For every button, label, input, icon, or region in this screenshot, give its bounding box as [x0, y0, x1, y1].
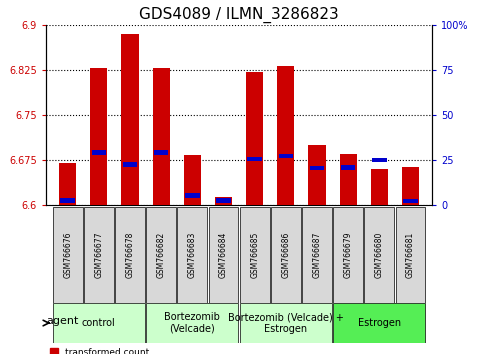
Text: GSM766683: GSM766683	[188, 232, 197, 278]
Bar	[153, 68, 170, 205]
Bar	[341, 165, 355, 170]
Title: GDS4089 / ILMN_3286823: GDS4089 / ILMN_3286823	[139, 7, 339, 23]
Bar	[121, 34, 139, 205]
Text: GSM766686: GSM766686	[281, 232, 290, 278]
Text: GSM766685: GSM766685	[250, 232, 259, 278]
Text: GSM766679: GSM766679	[343, 232, 353, 278]
FancyBboxPatch shape	[115, 207, 145, 303]
Text: GSM766684: GSM766684	[219, 232, 228, 278]
Bar	[154, 150, 169, 155]
FancyBboxPatch shape	[146, 207, 176, 303]
Bar	[371, 169, 388, 205]
Bar	[246, 72, 263, 205]
Bar	[372, 158, 386, 162]
Bar	[123, 162, 137, 167]
Bar	[215, 197, 232, 205]
Bar	[340, 154, 357, 205]
Text: Estrogen: Estrogen	[358, 318, 401, 328]
Text: Bortezomib (Velcade) +
Estrogen: Bortezomib (Velcade) + Estrogen	[228, 312, 344, 334]
Text: GSM766682: GSM766682	[156, 232, 166, 278]
FancyBboxPatch shape	[240, 207, 270, 303]
Bar	[279, 154, 293, 158]
FancyBboxPatch shape	[240, 303, 332, 343]
Text: agent: agent	[46, 316, 79, 326]
Text: GSM766680: GSM766680	[375, 232, 384, 278]
Text: GSM766677: GSM766677	[94, 232, 103, 278]
FancyBboxPatch shape	[209, 207, 239, 303]
Bar	[59, 162, 76, 205]
FancyBboxPatch shape	[53, 303, 145, 343]
FancyBboxPatch shape	[177, 207, 207, 303]
Bar	[90, 68, 107, 205]
Bar	[60, 198, 75, 203]
Text: control: control	[82, 318, 116, 328]
Text: GSM766678: GSM766678	[126, 232, 135, 278]
FancyBboxPatch shape	[364, 207, 394, 303]
Text: Bortezomib
(Velcade): Bortezomib (Velcade)	[164, 312, 220, 334]
Bar	[92, 150, 106, 155]
Bar	[310, 166, 324, 170]
Legend: transformed count, percentile rank within the sample: transformed count, percentile rank withi…	[50, 348, 218, 354]
Text: GSM766687: GSM766687	[313, 232, 322, 278]
FancyBboxPatch shape	[53, 207, 83, 303]
FancyBboxPatch shape	[84, 207, 114, 303]
Bar	[216, 198, 231, 203]
FancyBboxPatch shape	[302, 207, 332, 303]
FancyBboxPatch shape	[146, 303, 239, 343]
Bar	[309, 145, 326, 205]
FancyBboxPatch shape	[333, 303, 426, 343]
Bar	[402, 167, 419, 205]
Bar	[403, 199, 418, 203]
Text: GSM766676: GSM766676	[63, 232, 72, 278]
FancyBboxPatch shape	[333, 207, 363, 303]
Bar	[184, 155, 201, 205]
FancyBboxPatch shape	[271, 207, 301, 303]
Bar	[247, 157, 262, 161]
Bar	[277, 66, 295, 205]
Text: GSM766681: GSM766681	[406, 232, 415, 278]
FancyBboxPatch shape	[396, 207, 426, 303]
Bar	[185, 193, 199, 198]
